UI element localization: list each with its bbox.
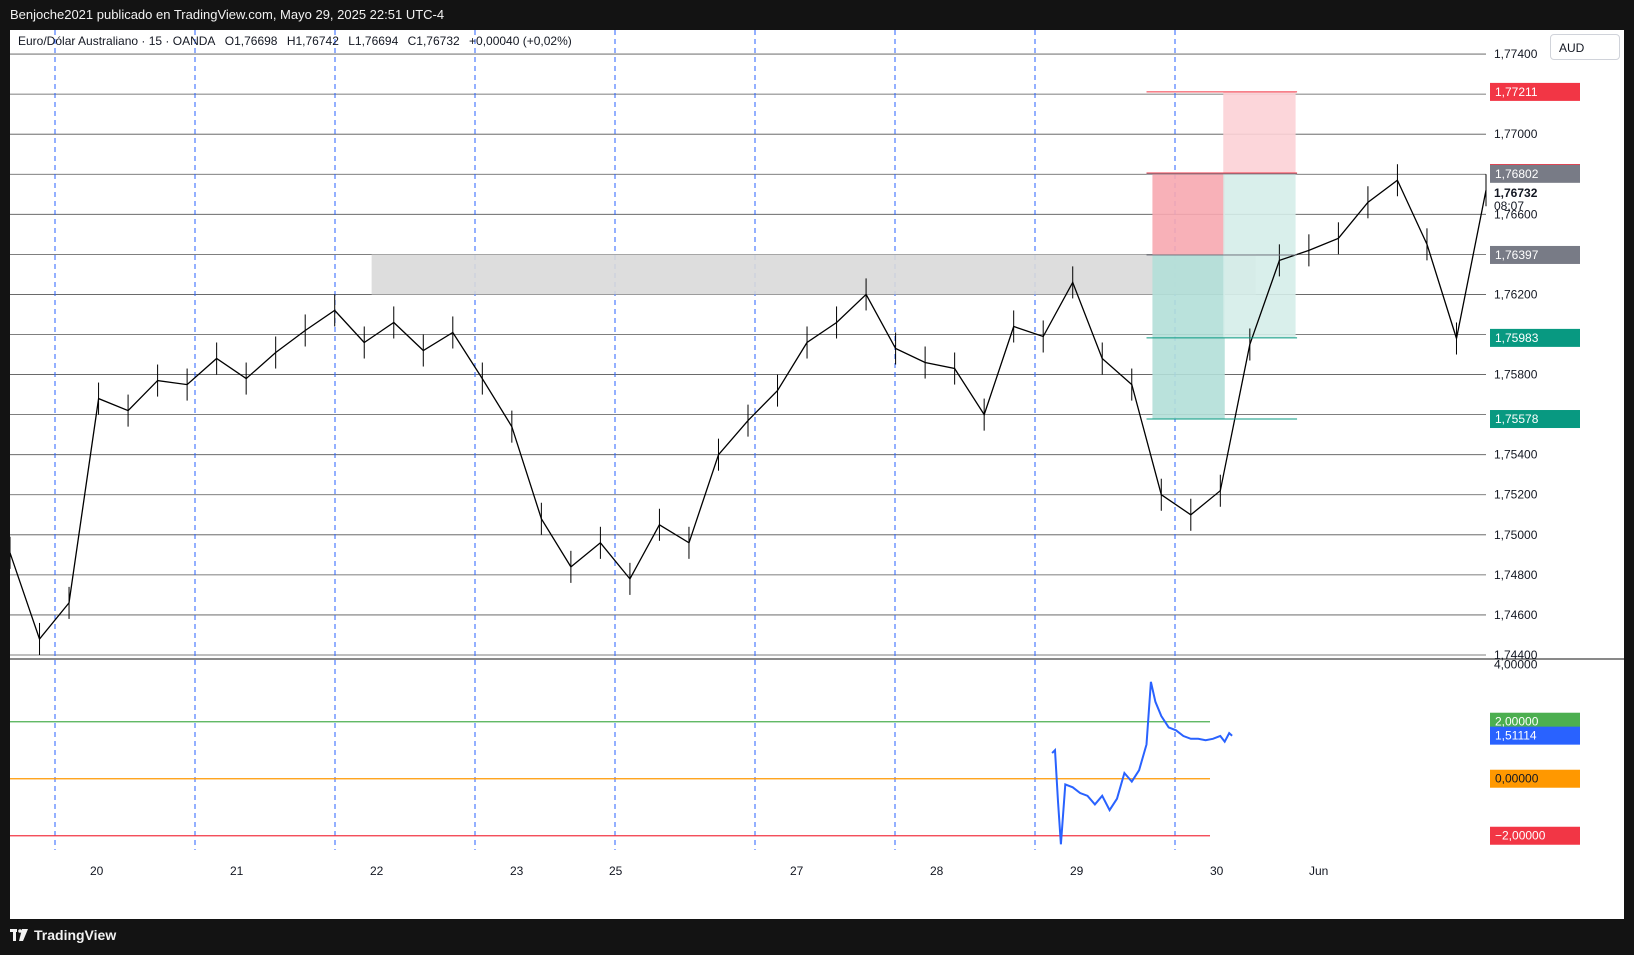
price-axis-label: 1,77000 — [1494, 127, 1538, 141]
publication-header: Benjoche2021 publicado en TradingView.co… — [0, 0, 1634, 30]
low-value: L1,76694 — [348, 34, 399, 48]
currency-button[interactable]: AUD — [1550, 34, 1620, 60]
price-level-badge — [1490, 82, 1580, 101]
last-price-label: 1,76732 — [1494, 186, 1538, 200]
brand-name: TradingView — [34, 927, 117, 943]
symbol-legend: Euro/Dólar Australiano · 15 · OANDA O1,7… — [18, 34, 578, 48]
position-1-target[interactable] — [1152, 254, 1225, 420]
osc-level-badge — [1490, 826, 1580, 845]
price-level-badge-text: 1,76802 — [1495, 167, 1539, 181]
price-axis-label: 1,75800 — [1494, 368, 1538, 382]
price-axis-label: 1,75400 — [1494, 448, 1538, 462]
high-value: H1,76742 — [286, 34, 339, 48]
osc-axis-label: 4,00000 — [1494, 658, 1538, 672]
chart-area[interactable]: 1,77400 1,77000 1,76600 1,76200 1,75800 1,754… — [10, 30, 1624, 919]
price-level-badge — [1490, 410, 1580, 429]
price-level-badge-text: 1,76397 — [1495, 248, 1539, 262]
position-2-stop[interactable] — [1223, 91, 1296, 174]
time-axis-label: 20 — [90, 864, 104, 878]
time-axis-label: 23 — [510, 864, 524, 878]
position-2-target[interactable] — [1223, 173, 1296, 338]
osc-level-badge — [1490, 769, 1580, 788]
time-axis-label: Jun — [1309, 864, 1328, 878]
tradingview-logo[interactable]: TradingView — [10, 927, 116, 943]
osc-level-badge-text: −2,00000 — [1495, 829, 1546, 843]
close-value: C1,76732 — [407, 34, 460, 48]
open-value: O1,76698 — [224, 34, 278, 48]
tradingview-logo-icon — [10, 929, 28, 941]
price-level-badge-text: 1,75578 — [1495, 412, 1539, 426]
osc-level-badge — [1490, 712, 1580, 731]
time-axis-label: 30 — [1210, 864, 1224, 878]
price-level-badge-text: 1,75983 — [1495, 331, 1539, 345]
price-level-badge — [1490, 164, 1580, 183]
price-axis-label: 1,75200 — [1494, 488, 1538, 502]
price-level-badge-text: 1,77211 — [1495, 85, 1538, 99]
time-axis-label: 21 — [230, 864, 244, 878]
symbol-name[interactable]: Euro/Dólar Australiano · 15 · OANDA — [18, 34, 216, 48]
countdown-label: 08:07 — [1494, 199, 1524, 213]
header-title: Benjoche2021 publicado en TradingView.co… — [10, 7, 445, 22]
change-value: +0,00040 (+0,02%) — [469, 34, 572, 48]
price-level-badge — [1490, 245, 1580, 264]
position-1-stop[interactable] — [1152, 173, 1225, 255]
price-axis-label: 1,76600 — [1494, 207, 1538, 221]
time-axis-label: 25 — [609, 864, 623, 878]
footer-bar: TradingView — [0, 919, 1634, 955]
price-axis-label: 1,76200 — [1494, 287, 1538, 301]
osc-level-badge — [1490, 726, 1580, 745]
price-axis-label: 1,75000 — [1494, 528, 1538, 542]
supply-zone[interactable] — [371, 254, 1256, 295]
time-axis-label: 27 — [790, 864, 804, 878]
oscillator-line — [1051, 681, 1233, 845]
price-level-badge — [1490, 328, 1580, 347]
time-axis-label: 28 — [930, 864, 944, 878]
time-axis-label: 22 — [370, 864, 384, 878]
price-axis-label: 1,74800 — [1494, 568, 1538, 582]
price-axis-label: 1,77400 — [1494, 47, 1538, 61]
price-axis-label: 1,74400 — [1494, 648, 1538, 662]
osc-level-badge-text: 2,00000 — [1495, 715, 1539, 729]
osc-level-badge-text: 1,51114 — [1495, 729, 1537, 743]
price-axis-label: 1,74600 — [1494, 608, 1538, 622]
chart-svg[interactable]: 1,77400 1,77000 1,76600 1,76200 1,75800 1,754… — [10, 30, 1624, 919]
osc-level-badge-text: 0,00000 — [1495, 772, 1539, 786]
time-axis-label: 29 — [1070, 864, 1084, 878]
